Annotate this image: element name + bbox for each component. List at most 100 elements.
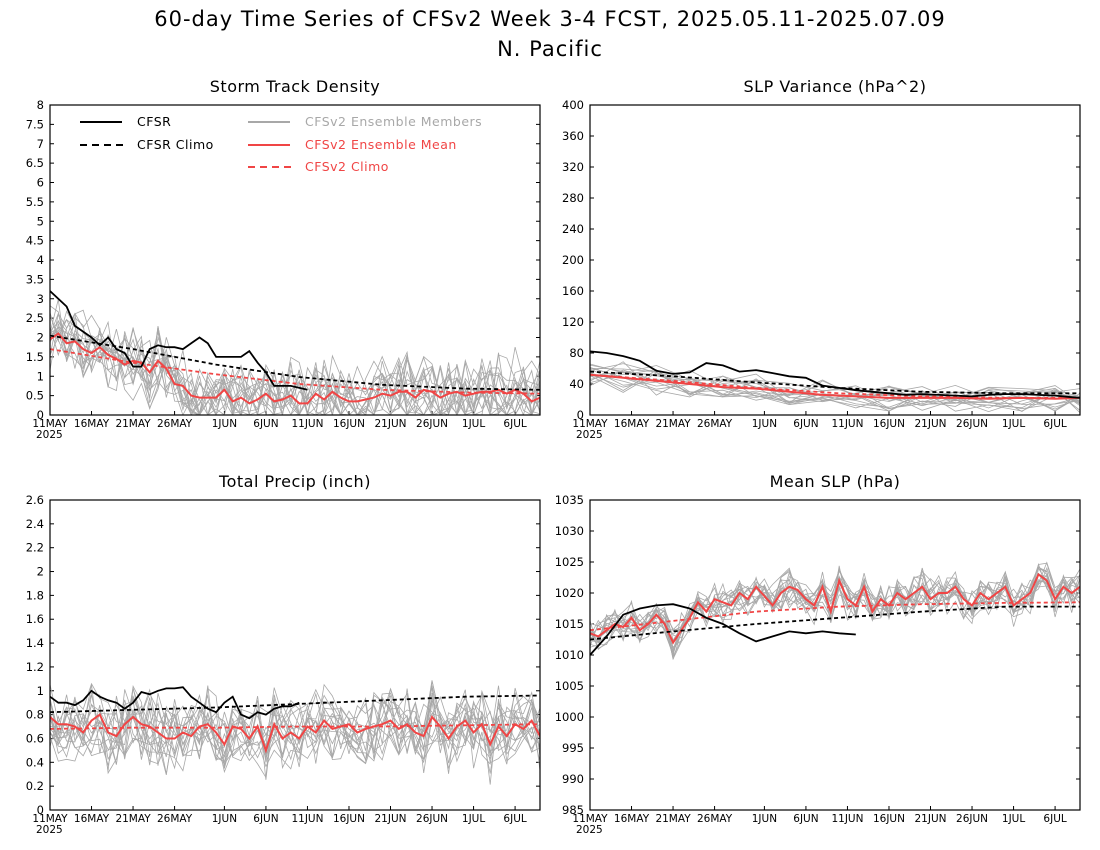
y-tick-label: 2.6 — [26, 493, 44, 507]
y-tick-label: 0 — [577, 408, 584, 422]
y-tick-label: 1035 — [555, 493, 584, 507]
plot-area — [590, 561, 1080, 660]
y-tick-label: 1005 — [555, 679, 584, 693]
x-tick-label: 16JUN — [873, 813, 905, 825]
y-tick-label: 0 — [37, 803, 44, 817]
y-tick-label: 2.4 — [26, 517, 44, 531]
x-tick-label: 11MAY — [32, 418, 68, 430]
ensemble-member-line — [50, 299, 540, 415]
series-line-cfsv2-ensemble-mean — [50, 332, 540, 405]
x-tick-label: 16JUN — [333, 418, 365, 430]
y-tick-label: 240 — [562, 222, 584, 236]
x-tick-label: 21JUN — [375, 813, 407, 825]
x-tick-label: 6JUN — [253, 813, 278, 825]
ensemble-member-line — [50, 683, 540, 780]
x-tick-label: 11MAY — [572, 418, 608, 430]
ensemble-member-line — [50, 687, 540, 768]
y-tick-label: 5 — [37, 214, 44, 228]
x-tick-label: 11MAY — [572, 813, 608, 825]
y-tick-label: 3 — [37, 292, 44, 306]
series-line-cfsv2-ensemble-mean — [50, 713, 540, 754]
x-tick-label: 16JUN — [333, 813, 365, 825]
legend-cfsr-climo-label: CFSR Climo — [137, 137, 214, 152]
x-tick-label: 21JUN — [915, 418, 947, 430]
legend-ens-mean-label: CFSv2 Ensemble Mean — [305, 137, 457, 152]
ensemble-member-line — [590, 562, 1080, 650]
y-tick-label: 1015 — [555, 617, 584, 631]
y-tick-label: 0.4 — [26, 755, 44, 769]
x-tick-label: 11MAY — [32, 813, 68, 825]
y-tick-label: 7 — [37, 137, 44, 151]
ensemble-member-line — [50, 688, 540, 779]
series-line-cfsr — [50, 686, 300, 720]
x-year-label: 2025 — [576, 824, 603, 836]
y-tick-label: 0 — [37, 408, 44, 422]
x-tick-label: 11JUN — [291, 418, 323, 430]
y-tick-label: 7.5 — [26, 117, 44, 131]
y-tick-label: 1010 — [555, 648, 584, 662]
x-year-label: 2025 — [36, 429, 63, 441]
x-tick-label: 1JUL — [1002, 418, 1025, 430]
plot-frame — [589, 499, 1081, 811]
x-tick-label: 21MAY — [655, 418, 691, 430]
series-line-cfsv2-climo — [590, 601, 1080, 632]
series-line-cfsr-climo — [590, 605, 1080, 641]
legend: CFSR CFSR Climo CFSv2 Ensemble Members C… — [80, 114, 482, 174]
y-tick-label: 280 — [562, 191, 584, 205]
series-line-cfsv2-ensemble-mean — [590, 373, 1080, 400]
panel-title: Total Precip (inch) — [218, 472, 371, 491]
y-tick-label: 985 — [562, 803, 584, 817]
series-line-cfsr-climo — [50, 694, 540, 714]
x-tick-label: 16MAY — [74, 813, 110, 825]
x-tick-label: 1JUN — [212, 813, 237, 825]
x-tick-label: 21MAY — [115, 813, 151, 825]
y-tick-label: 4 — [37, 253, 44, 267]
y-tick-label: 320 — [562, 160, 584, 174]
series-line-cfsv2-climo — [50, 723, 540, 730]
main-title: 60-day Time Series of CFSv2 Week 3-4 FCS… — [0, 4, 1100, 64]
y-tick-label: 80 — [569, 346, 584, 360]
y-tick-label: 0.8 — [26, 708, 44, 722]
x-tick-label: 1JUL — [462, 418, 485, 430]
x-tick-label: 11JUN — [831, 418, 863, 430]
x-tick-label: 1JUN — [212, 418, 237, 430]
y-tick-label: 120 — [562, 315, 584, 329]
y-tick-label: 6 — [37, 176, 44, 190]
y-tick-label: 360 — [562, 129, 584, 143]
y-tick-label: 1 — [37, 684, 44, 698]
y-tick-label: 1.2 — [26, 660, 44, 674]
x-tick-label: 16MAY — [614, 813, 650, 825]
ensemble-member-line — [590, 363, 1080, 406]
y-tick-label: 0.5 — [26, 389, 44, 403]
y-tick-label: 160 — [562, 284, 584, 298]
ensemble-member-line — [50, 688, 540, 771]
x-tick-label: 26MAY — [157, 813, 193, 825]
plot-area — [50, 680, 540, 785]
y-tick-label: 8 — [37, 98, 44, 112]
ensemble-member-line — [50, 685, 540, 770]
y-tick-label: 0.2 — [26, 779, 44, 793]
y-tick-label: 1.4 — [26, 636, 44, 650]
y-tick-label: 5.5 — [26, 195, 44, 209]
x-tick-label: 26JUN — [956, 813, 988, 825]
ensemble-member-line — [590, 364, 1080, 412]
x-tick-label: 11JUN — [831, 813, 863, 825]
ensemble-member-line — [50, 310, 540, 415]
plot-frame — [589, 104, 1081, 416]
y-tick-label: 200 — [562, 253, 584, 267]
x-year-label: 2025 — [576, 429, 603, 441]
legend-members-label: CFSv2 Ensemble Members — [305, 114, 482, 129]
ensemble-member-line — [50, 680, 540, 785]
x-year-label: 2025 — [36, 824, 63, 836]
y-tick-label: 1030 — [555, 524, 584, 538]
x-tick-label: 16MAY — [74, 418, 110, 430]
ensemble-member-line — [590, 371, 1080, 409]
x-tick-label: 21MAY — [115, 418, 151, 430]
y-tick-label: 40 — [569, 377, 584, 391]
panel-title: Mean SLP (hPa) — [770, 472, 901, 491]
series-line-cfsr — [50, 290, 308, 391]
x-tick-label: 16MAY — [614, 418, 650, 430]
chart-panel-3: Total Precip (inch) 0 0.2 0.4 0.6 0.8 1 1.2 1.4 1… — [26, 472, 541, 836]
x-tick-label: 6JUN — [253, 418, 278, 430]
